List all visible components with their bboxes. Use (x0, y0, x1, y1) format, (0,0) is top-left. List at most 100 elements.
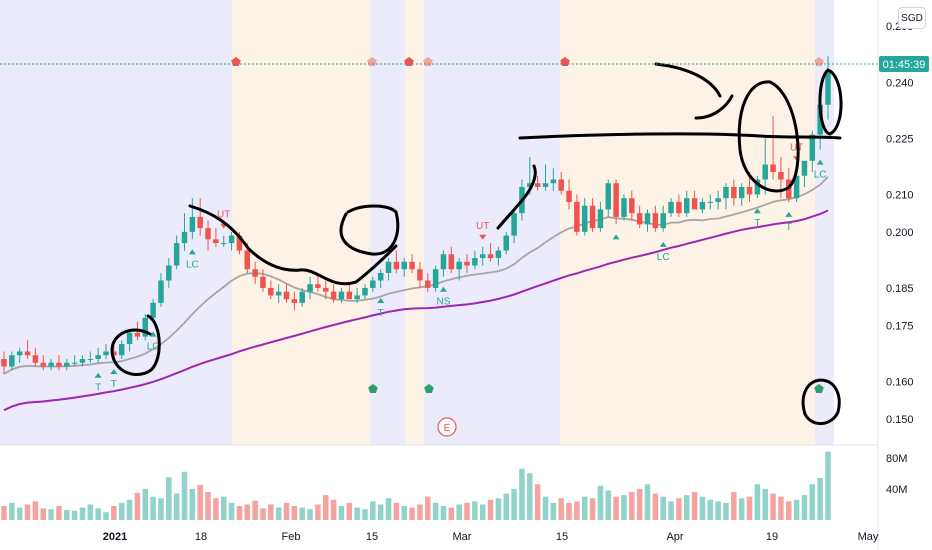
candle[interactable] (691, 190, 698, 210)
candle[interactable] (589, 198, 596, 232)
candle[interactable] (40, 355, 46, 371)
candle[interactable] (707, 194, 714, 210)
candle[interactable] (142, 314, 149, 341)
candle[interactable] (385, 258, 392, 281)
candle[interactable] (166, 258, 172, 288)
candle[interactable] (401, 258, 407, 277)
candle[interactable] (479, 246, 486, 266)
candle[interactable] (660, 205, 666, 232)
candle[interactable] (189, 198, 196, 240)
candle[interactable] (338, 287, 345, 303)
candle[interactable] (621, 194, 627, 221)
candle[interactable] (409, 254, 415, 273)
candle[interactable] (723, 183, 729, 210)
candle[interactable] (16, 347, 23, 363)
candle[interactable] (260, 269, 266, 292)
candle[interactable] (801, 160, 808, 187)
candle[interactable] (87, 351, 94, 363)
candle[interactable] (228, 231, 235, 251)
candle[interactable] (377, 269, 384, 288)
candle[interactable] (825, 56, 831, 120)
candle[interactable] (150, 299, 156, 322)
candle[interactable] (417, 261, 423, 288)
candle[interactable] (581, 198, 588, 236)
candle[interactable] (103, 344, 109, 359)
candle[interactable] (597, 201, 604, 232)
candle[interactable] (268, 280, 274, 300)
candle[interactable] (754, 175, 761, 199)
candle[interactable] (731, 179, 737, 206)
candle[interactable] (173, 235, 180, 270)
candle[interactable] (534, 175, 541, 191)
candle[interactable] (566, 179, 572, 210)
earnings-marker[interactable]: E (437, 417, 457, 437)
candle[interactable] (56, 355, 62, 371)
candle[interactable] (330, 284, 337, 303)
currency-badge[interactable]: SGD (898, 7, 926, 29)
candle[interactable] (64, 358, 70, 371)
candle[interactable] (652, 205, 659, 232)
candle[interactable] (715, 190, 721, 210)
time-axis[interactable]: 2021 18 Feb 15 Mar 15 Apr 19 May (103, 531, 879, 543)
candle[interactable] (605, 179, 612, 217)
candle[interactable] (629, 190, 635, 221)
candle[interactable] (448, 246, 455, 273)
candle[interactable] (676, 194, 682, 217)
candle[interactable] (770, 115, 776, 180)
candle[interactable] (558, 172, 564, 195)
candle[interactable] (126, 329, 133, 352)
candle[interactable] (252, 261, 258, 285)
candle[interactable] (370, 276, 376, 292)
candle[interactable] (48, 358, 54, 371)
candle[interactable] (425, 272, 431, 292)
candle[interactable] (197, 198, 203, 236)
candle[interactable] (71, 355, 78, 367)
candle[interactable] (683, 190, 690, 217)
candle[interactable] (95, 347, 101, 363)
candle[interactable] (307, 276, 313, 300)
candle[interactable] (9, 351, 15, 371)
candle[interactable] (354, 287, 360, 303)
candle[interactable] (456, 258, 462, 281)
candle[interactable] (346, 284, 353, 300)
candle[interactable] (158, 272, 164, 307)
candle[interactable] (213, 228, 219, 247)
candle[interactable] (181, 213, 188, 251)
candle[interactable] (464, 254, 470, 273)
candle[interactable] (511, 209, 517, 244)
candle[interactable] (550, 168, 557, 191)
candle[interactable] (487, 243, 494, 262)
candle[interactable] (762, 138, 768, 195)
earnings-circle[interactable] (437, 417, 457, 437)
candle[interactable] (323, 280, 329, 300)
candle[interactable] (636, 205, 643, 229)
candle[interactable] (220, 235, 227, 247)
price-axis[interactable]: 0.2550.2400.2250.2100.2000.1850.1750.160… (886, 21, 914, 426)
candle[interactable] (291, 291, 298, 311)
candle[interactable] (118, 340, 125, 359)
candle[interactable] (79, 355, 86, 367)
candle[interactable] (472, 250, 478, 270)
candle-body (393, 261, 400, 270)
candle[interactable] (299, 287, 305, 307)
candle[interactable] (205, 220, 211, 251)
candle[interactable] (699, 198, 706, 214)
candle[interactable] (644, 209, 651, 232)
candle[interactable] (574, 194, 580, 236)
candle[interactable] (32, 347, 39, 367)
candle[interactable] (283, 284, 290, 303)
candle[interactable] (503, 231, 509, 255)
candle[interactable] (24, 340, 31, 359)
candle[interactable] (613, 179, 619, 225)
candle[interactable] (738, 183, 745, 206)
candle[interactable] (432, 265, 439, 292)
candle[interactable] (495, 246, 502, 266)
candle[interactable] (393, 250, 400, 273)
candle[interactable] (668, 198, 674, 217)
candle[interactable] (440, 250, 447, 277)
candle[interactable] (275, 284, 282, 303)
candle[interactable] (1, 351, 7, 374)
candle[interactable] (362, 284, 368, 300)
candle[interactable] (542, 164, 549, 191)
